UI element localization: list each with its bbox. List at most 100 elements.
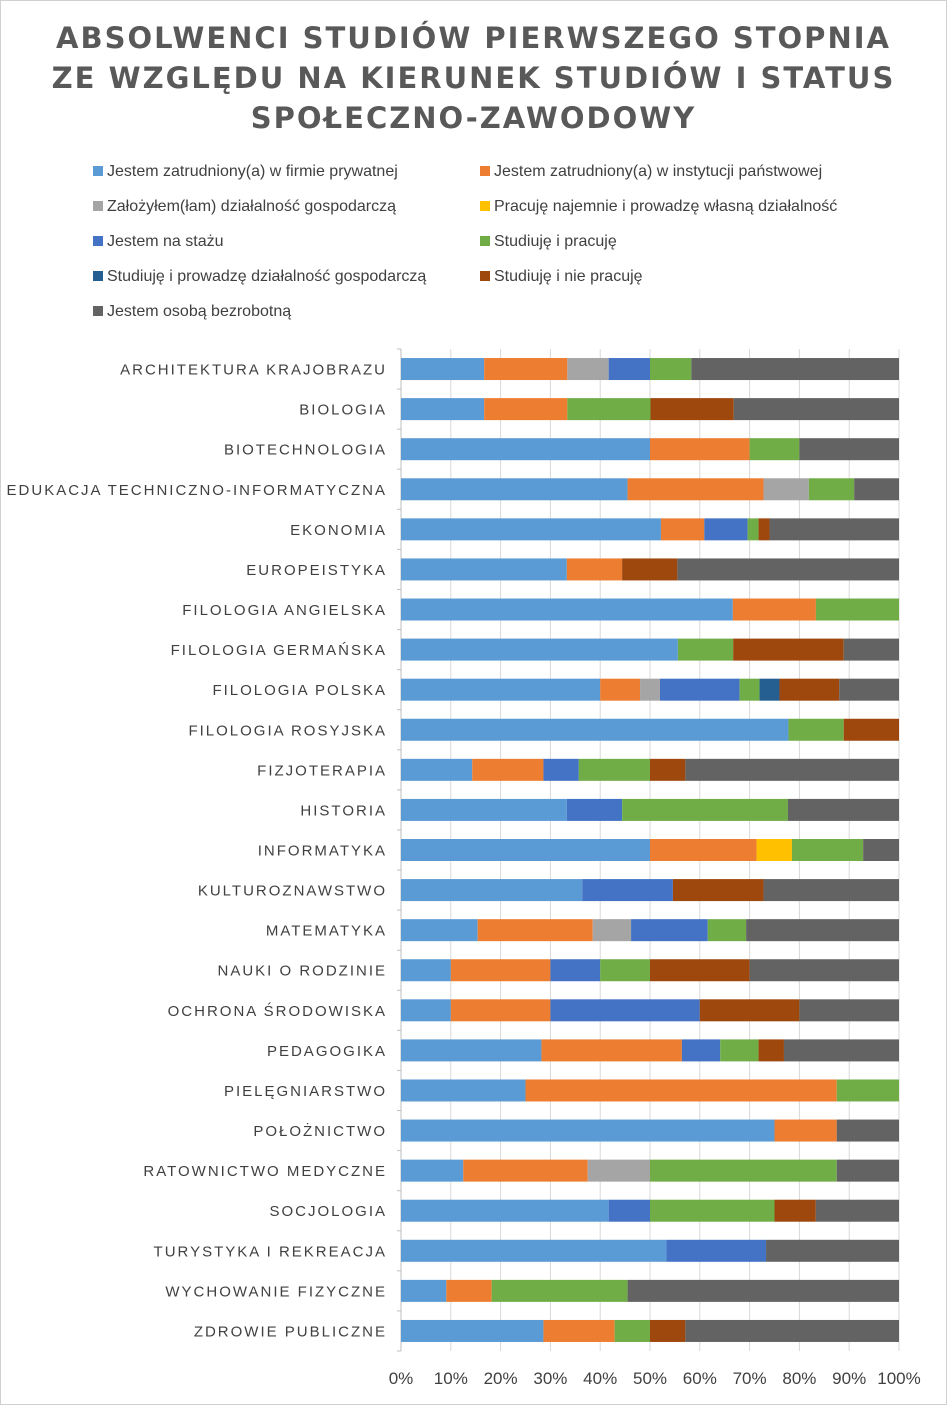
bar-segment-wychowanie-fizyczne-s5: [491, 1279, 628, 1302]
legend-swatch: [480, 201, 490, 211]
legend-label: Jestem zatrudniony(a) w firmie prywatnej: [107, 163, 398, 180]
bar-segment-filologia-polska-s5: [739, 678, 760, 701]
category-label-filologia-polska: FILOLOGIA POLSKA: [212, 682, 387, 699]
bar-segment-historia-s8: [787, 798, 899, 821]
bar-segment-europeistyka-s0: [401, 558, 567, 581]
bar-segment-ratownictwo-medyczne-s2: [587, 1159, 650, 1182]
bar-segment-pielegniarstwo-s1: [525, 1079, 837, 1102]
bar-segment-nauki-o-rodzinie-s8: [749, 959, 899, 982]
bar-segment-zdrowie-publiczne-s0: [401, 1319, 544, 1342]
legend-swatch: [480, 271, 490, 281]
category-label-socjologia: SOCJOLOGIA: [269, 1203, 387, 1220]
chart-title-line-2: ZE WZGLĘDU NA KIERUNEK STUDIÓW I STATUS: [51, 61, 896, 95]
category-label-biologia: BIOLOGIA: [299, 402, 387, 419]
x-tick-label-10: 100%: [877, 1369, 920, 1388]
chart-title-line-3: SPOŁECZNO-ZAWODOWY: [250, 101, 697, 135]
category-label-ratownictwo-medyczne: RATOWNICTWO MEDYCZNE: [143, 1163, 387, 1180]
legend-swatch: [480, 166, 490, 176]
legend-label: Studiuję i prowadzę działalność gospodar…: [107, 268, 427, 285]
bar-segment-matematyka-s1: [477, 919, 593, 942]
bar-segment-turystyka-i-rekreacja-s0: [401, 1239, 667, 1262]
bar-segment-matematyka-s5: [707, 919, 747, 942]
bar-segment-pedagogika-s7: [758, 1039, 784, 1062]
bar-segment-informatyka-s0: [401, 839, 650, 861]
bar-segment-pielegniarstwo-s5: [836, 1079, 899, 1102]
category-label-pielegniarstwo: PIELĘGNIARSTWO: [224, 1083, 387, 1100]
bar-segment-historia-s5: [622, 798, 788, 821]
bar-segment-turystyka-i-rekreacja-s8: [766, 1239, 899, 1262]
category-label-filologia-rosyjska: FILOLOGIA ROSYJSKA: [188, 722, 387, 739]
bar-segment-kulturoznawstwo-s0: [401, 879, 583, 902]
bar-segment-pedagogika-s4: [681, 1039, 721, 1062]
bar-segment-filologia-polska-s0: [401, 678, 601, 701]
bar-segment-pedagogika-s8: [783, 1039, 899, 1062]
legend-swatch: [93, 236, 103, 246]
legend-label: Jestem na stażu: [107, 233, 224, 250]
category-label-filologia-germanska: FILOLOGIA GERMAŃSKA: [171, 642, 387, 659]
bar-segment-kulturoznawstwo-s4: [582, 879, 673, 902]
chart-title: ABSOLWENCI STUDIÓW PIERWSZEGO STOPNIA ZE…: [0, 18, 947, 138]
bar-segment-filologia-polska-s8: [839, 678, 899, 701]
category-label-nauki-o-rodzinie: NAUKI O RODZINIE: [217, 963, 387, 980]
category-label-pedagogika: PEDAGOGIKA: [267, 1043, 387, 1060]
x-tick-label-4: 40%: [583, 1369, 617, 1388]
bar-segment-informatyka-s5: [791, 839, 864, 861]
bar-segment-filologia-germanska-s7: [733, 638, 844, 661]
legend-label: Studiuję i pracuję: [494, 233, 617, 250]
bar-segment-filologia-germanska-s8: [843, 638, 899, 661]
bar-segment-informatyka-s8: [863, 839, 899, 861]
legend-swatch: [93, 306, 103, 316]
category-label-ochrona-srodowiska: OCHRONA ŚRODOWISKA: [168, 1002, 387, 1020]
category-label-edukacja-techniczno-informatyczna: EDUKACJA TECHNICZNO-INFORMATYCZNA: [7, 482, 387, 499]
category-label-historia: HISTORIA: [300, 802, 387, 819]
bar-segment-biologia-s0: [401, 398, 485, 421]
legend-swatch: [93, 271, 103, 281]
bar-segment-filologia-rosyjska-s7: [843, 718, 899, 741]
bar-segment-filologia-polska-s2: [640, 678, 660, 701]
bar-segment-matematyka-s0: [401, 919, 478, 942]
bar-segment-ratownictwo-medyczne-s0: [401, 1159, 464, 1182]
x-tick-label-1: 10%: [434, 1369, 468, 1388]
x-tick-label-8: 80%: [782, 1369, 816, 1388]
bar-segment-edukacja-techniczno-informatyczna-s0: [401, 478, 628, 501]
bar-segment-ekonomia-s4: [704, 518, 748, 541]
x-tick-label-5: 50%: [633, 1369, 667, 1388]
legend-swatch: [93, 166, 103, 176]
legend-label: Jestem zatrudniony(a) w instytucji państ…: [494, 163, 823, 180]
bar-segment-ekonomia-s8: [769, 518, 899, 541]
bar-segment-fizjoterapia-s0: [401, 758, 473, 781]
bar-segment-edukacja-techniczno-informatyczna-s1: [627, 478, 764, 501]
bar-segment-pedagogika-s5: [720, 1039, 759, 1062]
legend-label: Założyłem(łam) działalność gospodarczą: [107, 198, 397, 215]
bar-segment-historia-s4: [566, 798, 623, 821]
bar-segment-socjologia-s5: [650, 1199, 775, 1222]
bar-segment-fizjoterapia-s5: [578, 758, 650, 781]
bar-segment-pedagogika-s1: [541, 1039, 682, 1062]
bar-segment-wychowanie-fizyczne-s8: [627, 1279, 899, 1302]
bar-segment-informatyka-s3: [756, 839, 792, 861]
bar-segment-zdrowie-publiczne-s5: [614, 1319, 650, 1342]
category-label-matematyka: MATEMATYKA: [266, 923, 387, 940]
bar-segment-europeistyka-s1: [566, 558, 623, 581]
bar-segment-biotechnologia-s8: [799, 438, 899, 461]
x-tick-label-7: 70%: [733, 1369, 767, 1388]
x-tick-label-9: 90%: [832, 1369, 866, 1388]
bar-segment-informatyka-s1: [650, 839, 757, 861]
bar-segment-nauki-o-rodzinie-s7: [650, 959, 750, 982]
bar-segment-nauki-o-rodzinie-s4: [550, 959, 601, 982]
legend-swatch: [93, 201, 103, 211]
bar-segment-ochrona-srodowiska-s8: [799, 999, 899, 1022]
x-tick-label-6: 60%: [683, 1369, 717, 1388]
bar-segment-filologia-polska-s7: [779, 678, 840, 701]
bar-segment-nauki-o-rodzinie-s5: [600, 959, 650, 982]
bar-segment-ekonomia-s0: [401, 518, 661, 541]
bar-segment-biotechnologia-s1: [650, 438, 750, 461]
chart-title-line-1: ABSOLWENCI STUDIÓW PIERWSZEGO STOPNIA: [56, 21, 891, 55]
category-label-ekonomia: EKONOMIA: [290, 522, 387, 539]
bar-segment-ochrona-srodowiska-s0: [401, 999, 451, 1022]
bar-segment-architektura-krajobrazu-s5: [650, 358, 692, 381]
bar-segment-biologia-s8: [733, 398, 899, 421]
bar-segment-zdrowie-publiczne-s1: [543, 1319, 615, 1342]
bar-segment-filologia-polska-s6: [759, 678, 780, 701]
